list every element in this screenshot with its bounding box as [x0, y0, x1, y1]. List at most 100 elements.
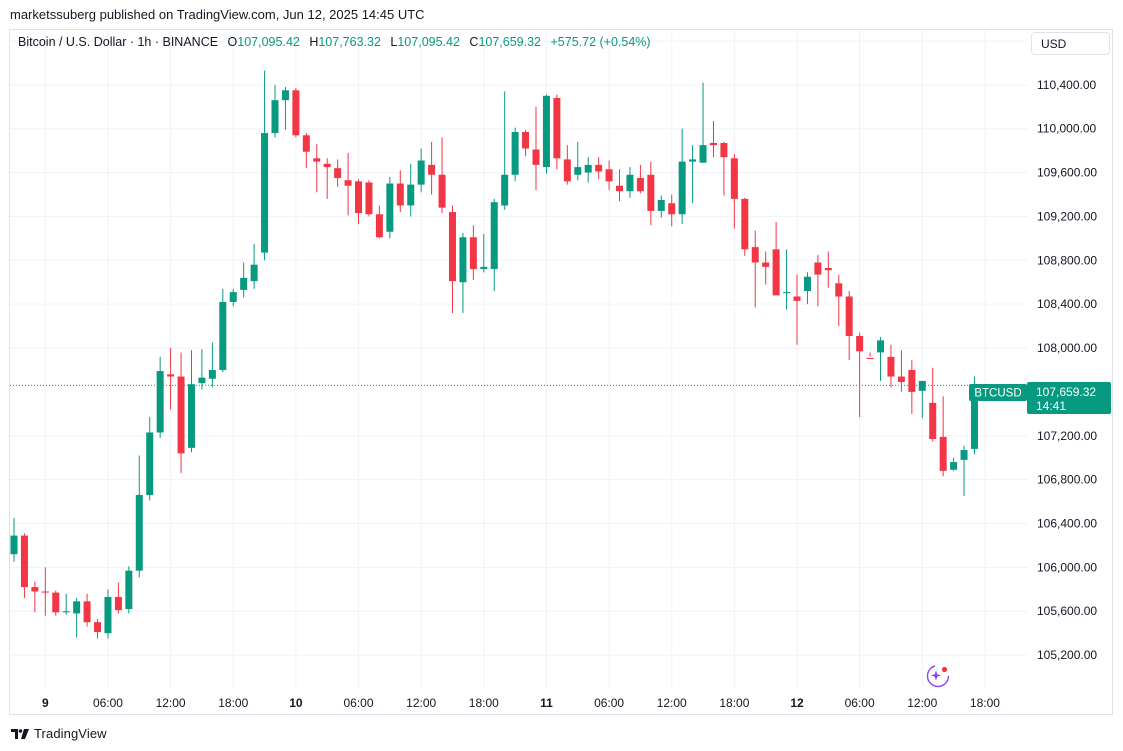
- candle: [167, 348, 175, 410]
- candle-body: [219, 301, 227, 370]
- candle: [563, 145, 571, 185]
- ohlc-legend: Bitcoin / U.S. Dollar · 1h · BINANCE O10…: [18, 35, 651, 49]
- candle-body: [616, 185, 624, 192]
- candle-body: [824, 267, 832, 271]
- candle-body: [845, 296, 853, 336]
- candle: [908, 360, 916, 414]
- x-tick-label: 06:00: [845, 696, 875, 710]
- candle: [355, 179, 363, 225]
- candle-body: [720, 142, 728, 158]
- candle: [240, 262, 248, 298]
- candle-body: [313, 158, 321, 162]
- currency-button[interactable]: USD: [1031, 32, 1110, 55]
- candle-body: [678, 161, 686, 215]
- y-tick-label: 108,400.00: [1037, 297, 1097, 311]
- candle: [720, 141, 728, 196]
- price-badge: BTCUSD 107,659.32 14:41: [969, 382, 1111, 414]
- candle: [344, 152, 352, 216]
- footer-brand: TradingView: [34, 726, 107, 741]
- y-tick-label: 106,800.00: [1037, 473, 1097, 487]
- price-badge-price: 107,659.32: [1036, 385, 1096, 399]
- y-tick-label: 105,600.00: [1037, 604, 1097, 618]
- candle: [699, 82, 707, 163]
- candle: [448, 205, 456, 313]
- candle: [177, 352, 185, 474]
- candle: [417, 148, 425, 193]
- candle-body: [407, 184, 415, 206]
- candle-body: [31, 587, 39, 592]
- y-tick-label: 109,200.00: [1037, 209, 1097, 223]
- x-tick-label: 06:00: [344, 696, 374, 710]
- legend-high-value: 107,763.32: [318, 35, 381, 49]
- candle-body: [730, 158, 738, 199]
- candle-body: [52, 592, 60, 613]
- candle-body: [908, 369, 916, 392]
- candle: [793, 274, 801, 345]
- candle: [52, 590, 60, 616]
- sparkle-icon[interactable]: [926, 664, 950, 688]
- y-tick-label: 109,600.00: [1037, 166, 1097, 180]
- candle-body: [584, 164, 592, 173]
- candle: [10, 518, 18, 562]
- candle-body: [94, 622, 102, 633]
- candle-body: [250, 264, 258, 282]
- legend-change: +575.72 (+0.54%): [550, 35, 651, 49]
- candle: [605, 160, 613, 191]
- price-badge-symbol-bg: [969, 384, 1027, 401]
- candle: [41, 567, 49, 616]
- x-tick-label: 10: [289, 696, 303, 710]
- candle-body: [177, 376, 185, 454]
- candle: [135, 455, 143, 578]
- candle-body: [167, 374, 175, 377]
- candle: [271, 84, 279, 138]
- candle-body: [877, 340, 885, 353]
- x-tick-label: 18:00: [970, 696, 1000, 710]
- candle: [647, 161, 655, 226]
- candle-body: [198, 377, 206, 384]
- candle-body: [114, 596, 122, 611]
- candle: [866, 352, 874, 359]
- x-tick-label: 18:00: [469, 696, 499, 710]
- x-tick-label: 06:00: [93, 696, 123, 710]
- legend-close-value: 107,659.32: [478, 35, 541, 49]
- candle-body: [522, 131, 530, 149]
- candle: [636, 164, 644, 194]
- price-badge-countdown: 14:41: [1036, 399, 1066, 413]
- candle-body: [438, 174, 446, 208]
- candle: [730, 153, 738, 229]
- y-tick-label: 108,000.00: [1037, 341, 1097, 355]
- candle-body: [699, 145, 707, 163]
- candle-body: [668, 203, 676, 215]
- candle-body: [856, 335, 864, 352]
- candle-body: [480, 266, 488, 270]
- candle: [229, 288, 237, 307]
- legend-low-value: 107,095.42: [397, 35, 460, 49]
- candle-body: [939, 436, 947, 471]
- candle: [480, 233, 488, 273]
- candle: [783, 249, 791, 310]
- price-badge-symbol: BTCUSD: [974, 388, 1021, 400]
- candle-body: [292, 90, 300, 136]
- candle: [950, 457, 958, 471]
- x-tick-label: 12:00: [406, 696, 436, 710]
- candle-body: [208, 369, 216, 379]
- candle-body: [647, 174, 655, 211]
- candle-body: [553, 97, 561, 159]
- candle: [553, 94, 561, 170]
- candle-body: [929, 402, 937, 440]
- candle-body: [595, 164, 603, 172]
- candle-body: [563, 159, 571, 182]
- candle-body: [271, 100, 279, 134]
- candle-body: [334, 168, 342, 179]
- candle-body: [417, 160, 425, 185]
- candle: [114, 582, 122, 614]
- x-tick-label: 06:00: [594, 696, 624, 710]
- candle: [824, 251, 832, 288]
- candle-body: [428, 164, 436, 175]
- candle: [104, 589, 112, 639]
- candle: [511, 127, 519, 182]
- candle: [960, 445, 968, 497]
- candle: [772, 221, 780, 296]
- candle-body: [41, 591, 49, 593]
